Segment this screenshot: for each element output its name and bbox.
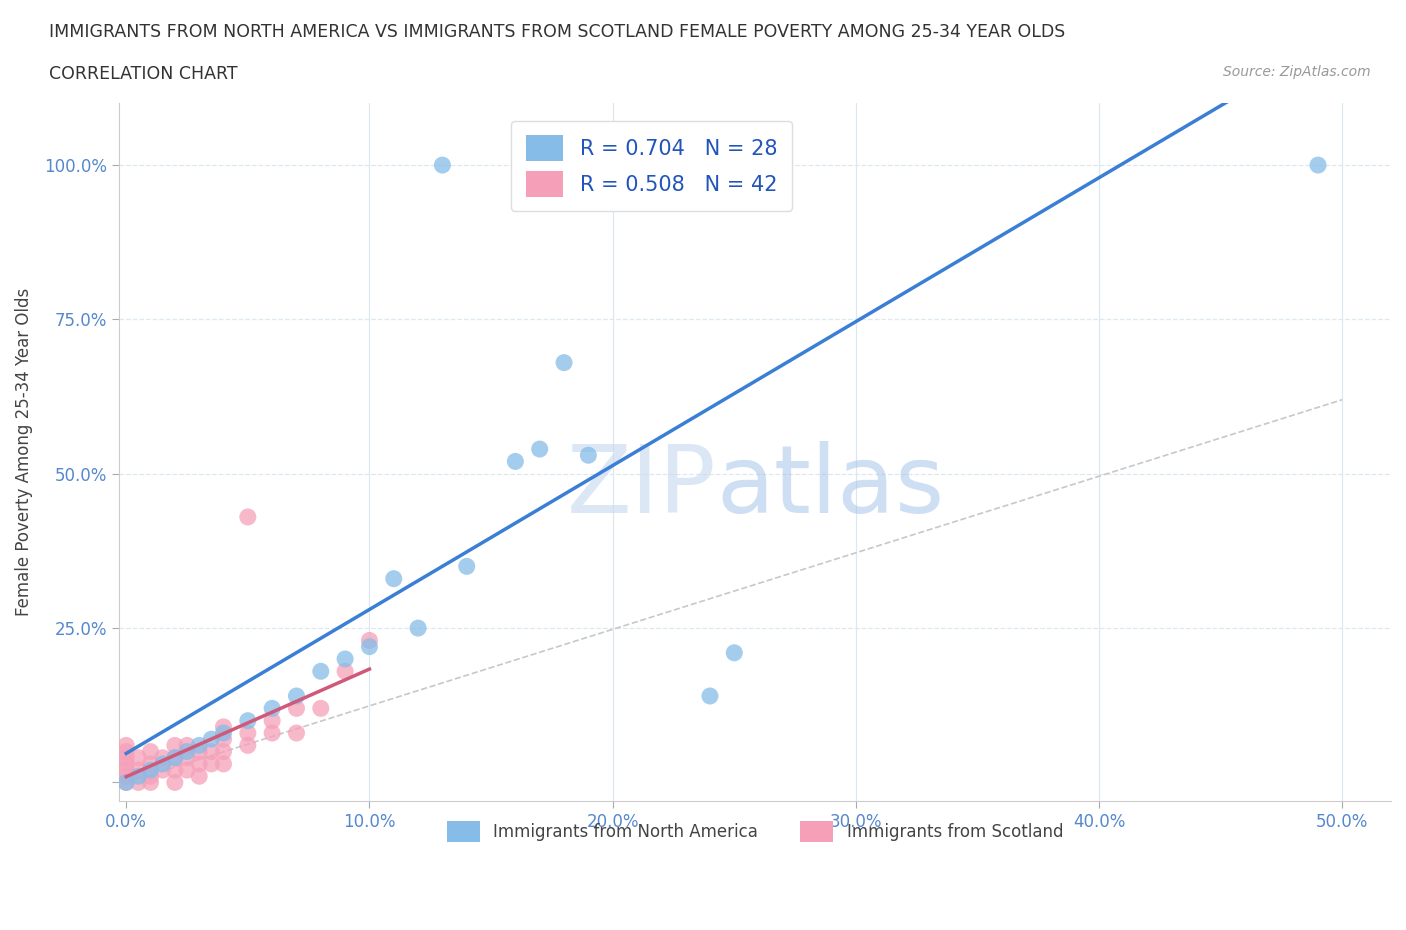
Point xyxy=(200,756,222,771)
Point xyxy=(152,751,174,765)
Point xyxy=(505,454,527,469)
Point xyxy=(576,447,599,462)
Point xyxy=(188,756,211,771)
Point xyxy=(262,725,284,740)
Legend: Immigrants from North America, Immigrants from Scotland: Immigrants from North America, Immigrant… xyxy=(440,815,1070,848)
Text: CORRELATION CHART: CORRELATION CHART xyxy=(49,65,238,83)
Point xyxy=(139,744,162,759)
Point xyxy=(127,775,149,790)
Text: ZIP: ZIP xyxy=(567,441,717,533)
Point xyxy=(188,737,211,752)
Point xyxy=(333,652,356,667)
Y-axis label: Female Poverty Among 25-34 Year Olds: Female Poverty Among 25-34 Year Olds xyxy=(15,288,32,617)
Point xyxy=(163,763,186,777)
Point xyxy=(212,756,235,771)
Point xyxy=(152,763,174,777)
Point xyxy=(115,744,138,759)
Point xyxy=(115,775,138,790)
Point xyxy=(1306,158,1329,173)
Point xyxy=(262,713,284,728)
Point xyxy=(188,769,211,784)
Point xyxy=(309,664,332,679)
Point xyxy=(456,559,478,574)
Point xyxy=(115,737,138,752)
Point xyxy=(139,769,162,784)
Point xyxy=(200,744,222,759)
Point xyxy=(359,633,381,648)
Point xyxy=(650,158,672,173)
Point xyxy=(432,158,454,173)
Point xyxy=(212,744,235,759)
Point xyxy=(359,639,381,654)
Point xyxy=(200,732,222,747)
Point xyxy=(139,756,162,771)
Point xyxy=(188,744,211,759)
Point xyxy=(115,775,138,790)
Point xyxy=(285,725,308,740)
Point xyxy=(127,751,149,765)
Point xyxy=(236,713,259,728)
Point xyxy=(176,744,198,759)
Point xyxy=(163,737,186,752)
Point xyxy=(382,571,405,586)
Point xyxy=(127,763,149,777)
Point xyxy=(626,158,648,173)
Point xyxy=(285,688,308,703)
Point xyxy=(723,645,745,660)
Point xyxy=(285,701,308,716)
Point xyxy=(127,769,149,784)
Point xyxy=(163,775,186,790)
Point xyxy=(212,720,235,735)
Point xyxy=(152,756,174,771)
Point xyxy=(115,751,138,765)
Point xyxy=(212,732,235,747)
Point xyxy=(139,775,162,790)
Point xyxy=(236,737,259,752)
Point xyxy=(236,725,259,740)
Point xyxy=(176,751,198,765)
Point xyxy=(212,725,235,740)
Point xyxy=(333,664,356,679)
Point xyxy=(406,620,429,635)
Point xyxy=(309,701,332,716)
Point xyxy=(115,756,138,771)
Text: Source: ZipAtlas.com: Source: ZipAtlas.com xyxy=(1223,65,1371,79)
Text: IMMIGRANTS FROM NORTH AMERICA VS IMMIGRANTS FROM SCOTLAND FEMALE POVERTY AMONG 2: IMMIGRANTS FROM NORTH AMERICA VS IMMIGRA… xyxy=(49,23,1066,41)
Point xyxy=(139,763,162,777)
Text: atlas: atlas xyxy=(717,441,945,533)
Point xyxy=(115,763,138,777)
Point xyxy=(176,763,198,777)
Point xyxy=(115,769,138,784)
Point xyxy=(529,442,551,457)
Point xyxy=(236,510,259,525)
Point xyxy=(176,737,198,752)
Point xyxy=(163,751,186,765)
Point xyxy=(553,355,575,370)
Point xyxy=(699,688,721,703)
Point xyxy=(163,751,186,765)
Point xyxy=(262,701,284,716)
